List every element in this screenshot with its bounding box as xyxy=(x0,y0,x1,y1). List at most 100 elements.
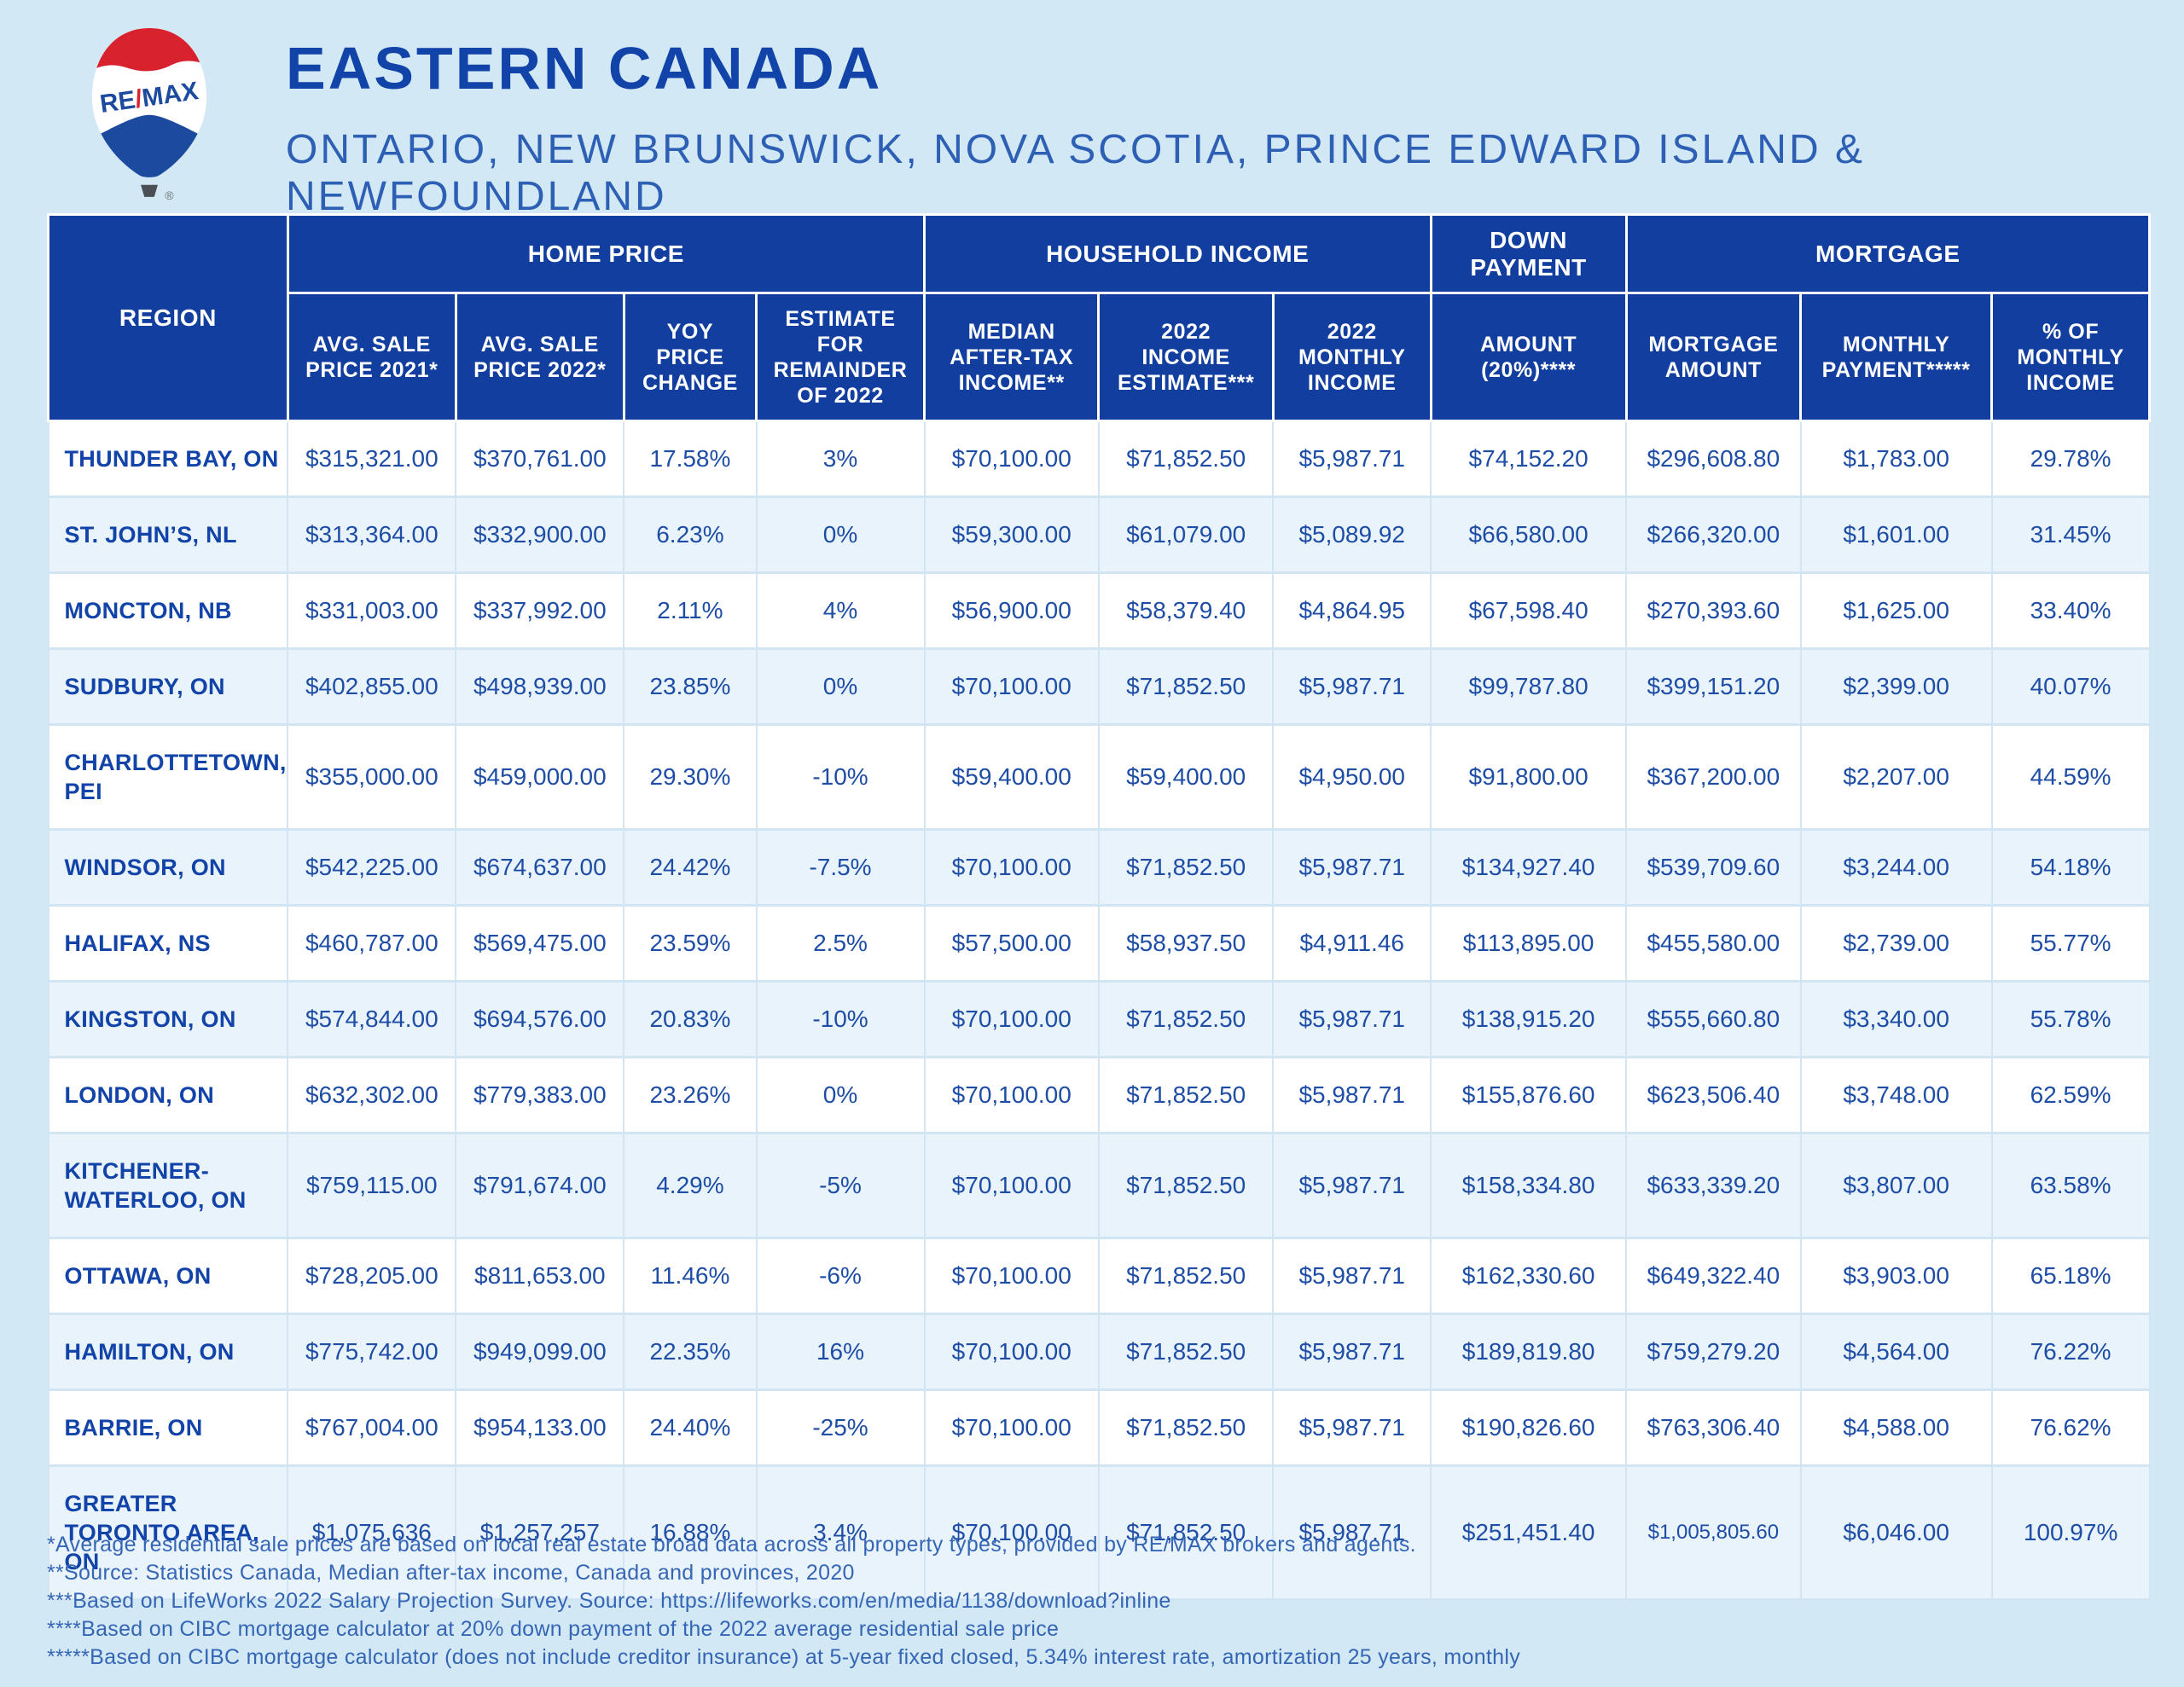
region-cell: THUNDER BAY, ON xyxy=(47,420,289,498)
data-cell: $59,400.00 xyxy=(923,723,1100,831)
data-cell: $5,089.92 xyxy=(1272,496,1432,574)
data-cell: 22.35% xyxy=(623,1313,758,1391)
data-cell: 29.78% xyxy=(1990,420,2151,498)
data-cell: $3,748.00 xyxy=(1799,1056,1993,1134)
table-row: ST. JOHN’S, NL $313,364.00 $332,900.00 6.23… xyxy=(47,496,2151,574)
data-cell: $5,987.71 xyxy=(1272,980,1432,1058)
balloon-icon: RE/MAX ® xyxy=(91,27,207,202)
table-row: BARRIE, ON $767,004.00 $954,133.00 24.40% -2… xyxy=(47,1388,2151,1467)
data-cell: $71,852.50 xyxy=(1097,420,1275,498)
data-cell: $623,506.40 xyxy=(1625,1056,1802,1134)
data-cell: $694,576.00 xyxy=(455,980,625,1058)
data-cell: $71,852.50 xyxy=(1097,1313,1275,1391)
page-subtitle: ONTARIO, NEW BRUNSWICK, NOVA SCOTIA, PRI… xyxy=(286,127,1865,219)
region-cell: BARRIE, ON xyxy=(47,1388,289,1467)
group-header-row: REGION HOME PRICE HOUSEHOLD INCOME DOWN … xyxy=(47,213,2152,422)
data-cell: $767,004.00 xyxy=(287,1388,457,1467)
column-header-yoy-change: YOY PRICE CHANGE xyxy=(622,292,758,422)
data-cell: -7.5% xyxy=(755,828,926,907)
data-cell: $158,334.80 xyxy=(1430,1132,1628,1239)
data-cell: $58,379.40 xyxy=(1097,571,1275,650)
data-cell: $569,475.00 xyxy=(455,904,625,983)
data-cell: 16.88% xyxy=(623,1464,758,1601)
data-cell: $70,100.00 xyxy=(923,1237,1100,1315)
data-cell: $58,937.50 xyxy=(1097,904,1275,983)
data-cell: 23.26% xyxy=(623,1056,758,1134)
data-cell: -25% xyxy=(755,1388,926,1467)
data-cell: 24.42% xyxy=(623,828,758,907)
region-cell: KITCHENER-WATERLOO, ON xyxy=(47,1132,289,1239)
data-cell: $70,100.00 xyxy=(923,1056,1100,1134)
data-cell: $4,864.95 xyxy=(1272,571,1432,650)
data-cell: $5,987.71 xyxy=(1272,647,1432,726)
data-cell: 24.40% xyxy=(623,1388,758,1467)
data-cell: $954,133.00 xyxy=(455,1388,625,1467)
data-cell: 3.4% xyxy=(755,1464,926,1601)
data-cell: 63.58% xyxy=(1990,1132,2151,1239)
data-cell: -10% xyxy=(755,723,926,831)
column-group-household-income: HOUSEHOLD INCOME xyxy=(923,213,1432,294)
data-cell: $70,100.00 xyxy=(923,828,1100,907)
data-cell: $4,564.00 xyxy=(1799,1313,1993,1391)
region-cell: MONCTON, NB xyxy=(47,571,289,650)
data-cell: $2,739.00 xyxy=(1799,904,1993,983)
data-cell: $332,900.00 xyxy=(455,496,625,574)
data-cell: 54.18% xyxy=(1990,828,2151,907)
table-row: OTTAWA, ON $728,205.00 $811,653.00 11.46% -6… xyxy=(47,1237,2151,1315)
data-cell: $66,580.00 xyxy=(1430,496,1628,574)
data-cell: 16% xyxy=(755,1313,926,1391)
region-cell: HALIFAX, NS xyxy=(47,904,289,983)
data-cell: 55.77% xyxy=(1990,904,2151,983)
data-cell: $555,660.80 xyxy=(1625,980,1802,1058)
remax-balloon-logo: RE/MAX ® xyxy=(78,24,220,205)
footnotes: *Average residential sale prices are bas… xyxy=(47,1531,2129,1672)
data-cell: $355,000.00 xyxy=(287,723,457,831)
data-cell: $6,046.00 xyxy=(1799,1464,1993,1601)
column-header-monthly-payment: MONTHLY PAYMENT***** xyxy=(1799,292,1994,422)
data-cell: $402,855.00 xyxy=(287,647,457,726)
data-cell: 100.97% xyxy=(1990,1464,2151,1601)
data-cell: -6% xyxy=(755,1237,926,1315)
data-cell: $1,005,805.60 xyxy=(1625,1464,1802,1601)
data-cell: $2,207.00 xyxy=(1799,723,1993,831)
data-cell: 2.11% xyxy=(623,571,758,650)
data-cell: $99,787.80 xyxy=(1430,647,1628,726)
data-cell: $71,852.50 xyxy=(1097,1056,1275,1134)
data-cell: 29.30% xyxy=(623,723,758,831)
sub-header-row: AVG. SALE PRICE 2021* AVG. SALE PRICE 20… xyxy=(49,292,2151,422)
data-cell: $162,330.60 xyxy=(1430,1237,1628,1315)
data-cell: $337,992.00 xyxy=(455,571,625,650)
data-cell: $251,451.40 xyxy=(1430,1464,1628,1601)
data-cell: -10% xyxy=(755,980,926,1058)
data-cell: $57,500.00 xyxy=(923,904,1100,983)
data-cell: 62.59% xyxy=(1990,1056,2151,1134)
region-cell: SUDBURY, ON xyxy=(47,647,289,726)
table-row: GREATER TORONTO AREA, ON $1,075,636 $1,257… xyxy=(47,1464,2151,1601)
data-cell: $70,100.00 xyxy=(923,1388,1100,1467)
data-cell: $5,987.71 xyxy=(1272,1464,1432,1601)
data-cell: $539,709.60 xyxy=(1625,828,1802,907)
region-cell: WINDSOR, ON xyxy=(47,828,289,907)
data-cell: 4% xyxy=(755,571,926,650)
table-row: KINGSTON, ON $574,844.00 $694,576.00 20.83%… xyxy=(47,980,2151,1058)
data-cell: 40.07% xyxy=(1990,647,2151,726)
data-cell: $574,844.00 xyxy=(287,980,457,1058)
region-cell: CHARLOTTETOWN, PEI xyxy=(47,723,289,831)
region-cell: GREATER TORONTO AREA, ON xyxy=(47,1464,289,1601)
table-row: CHARLOTTETOWN, PEI $355,000.00 $459,000.00… xyxy=(47,723,2151,831)
data-cell: 76.62% xyxy=(1990,1388,2151,1467)
data-cell: 11.46% xyxy=(623,1237,758,1315)
data-cell: $728,205.00 xyxy=(287,1237,457,1315)
svg-text:®: ® xyxy=(165,188,174,200)
data-cell: $5,987.71 xyxy=(1272,828,1432,907)
region-cell: LONDON, ON xyxy=(47,1056,289,1134)
column-header-pct-monthly-income: % OF MONTHLY INCOME xyxy=(1990,292,2151,422)
data-cell: $5,987.71 xyxy=(1272,420,1432,498)
data-cell: -5% xyxy=(755,1132,926,1239)
data-cell: $779,383.00 xyxy=(455,1056,625,1134)
data-cell: $189,819.80 xyxy=(1430,1313,1628,1391)
data-cell: $71,852.50 xyxy=(1097,647,1275,726)
table-row: KITCHENER-WATERLOO, ON $759,115.00 $791,67… xyxy=(47,1132,2151,1239)
table-row: THUNDER BAY, ON $315,321.00 $370,761.00 17.… xyxy=(47,420,2151,498)
data-cell: $59,400.00 xyxy=(1097,723,1275,831)
